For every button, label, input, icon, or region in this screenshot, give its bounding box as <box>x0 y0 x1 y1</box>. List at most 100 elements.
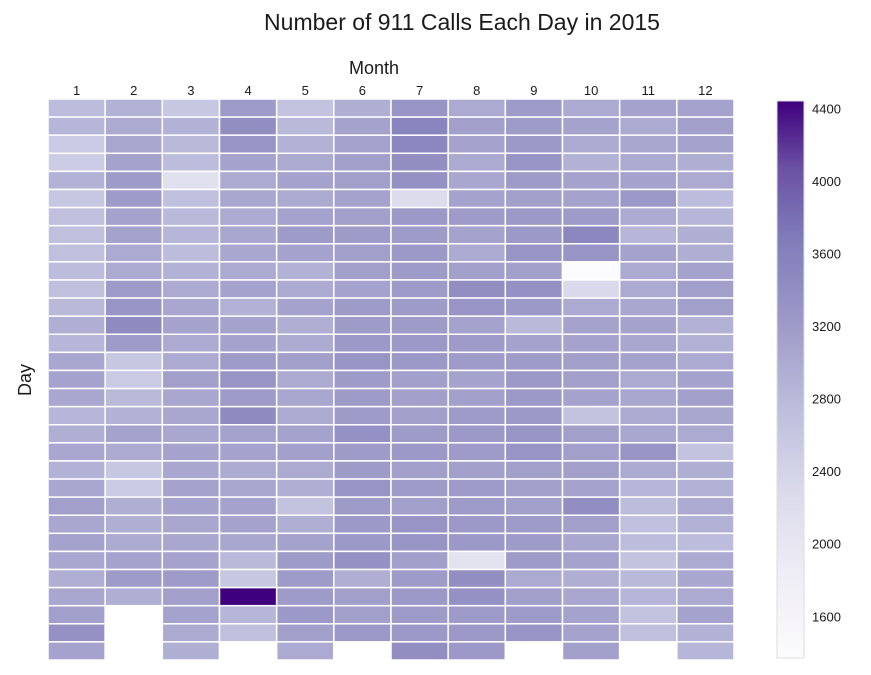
heatmap-cell <box>161 623 221 643</box>
heatmap-cell <box>333 550 392 571</box>
heatmap-cell <box>218 152 278 173</box>
heatmap-cell <box>47 279 106 299</box>
heatmap-cell <box>161 134 221 155</box>
colorbar-tick-label: 2000 <box>812 537 841 552</box>
heatmap-cell <box>561 604 621 625</box>
heatmap-cell <box>275 279 335 299</box>
heatmap-cell <box>161 261 221 281</box>
heatmap-cell <box>275 532 335 553</box>
heatmap-cell <box>275 206 335 227</box>
heatmap-cell <box>104 442 164 462</box>
x-tick-label: 10 <box>584 83 598 98</box>
heatmap-cell <box>676 152 735 173</box>
heatmap-cell <box>47 224 106 245</box>
heatmap-cell <box>218 243 278 263</box>
heatmap-cell <box>161 152 221 173</box>
heatmap-cell <box>504 279 564 299</box>
heatmap-cell <box>447 188 507 209</box>
heatmap-cell <box>218 297 278 317</box>
heatmap-cell <box>618 387 678 408</box>
heatmap-cell <box>504 550 564 571</box>
heatmap-cell <box>618 170 678 191</box>
heatmap-cell <box>104 496 164 516</box>
heatmap-cell <box>275 315 335 336</box>
heatmap-cell <box>161 369 221 390</box>
heatmap-cell <box>618 623 678 643</box>
heatmap-cell <box>104 387 164 408</box>
heatmap-cell <box>218 206 278 227</box>
heatmap-cell <box>47 496 106 516</box>
heatmap-cell <box>618 116 678 136</box>
heatmap-cell <box>161 188 221 209</box>
heatmap-cell <box>561 261 621 281</box>
heatmap-cell <box>218 188 278 209</box>
heatmap-cell <box>218 623 278 643</box>
heatmap-cell <box>504 134 564 155</box>
heatmap-cell <box>504 496 564 516</box>
heatmap-cell <box>218 550 278 571</box>
heatmap-cell <box>676 170 735 191</box>
heatmap-cell <box>104 623 164 643</box>
heatmap-cell <box>561 152 621 173</box>
heatmap-cell <box>47 387 106 408</box>
heatmap-cell <box>618 279 678 299</box>
heatmap-cell <box>333 351 392 372</box>
colorbar-tick-label: 3200 <box>812 319 841 334</box>
heatmap-cell <box>618 496 678 516</box>
heatmap-cell <box>561 279 621 299</box>
heatmap-cell <box>676 261 735 281</box>
heatmap-cell <box>161 206 221 227</box>
heatmap-cell <box>47 98 106 118</box>
heatmap-cell <box>676 478 735 498</box>
heatmap-cell <box>47 188 106 209</box>
heatmap-cell <box>161 279 221 299</box>
heatmap-cell <box>333 496 392 516</box>
heatmap-cell <box>561 405 621 426</box>
heatmap-cell <box>561 170 621 191</box>
heatmap-cell <box>504 315 564 336</box>
heatmap-cell <box>390 623 449 643</box>
heatmap-cell <box>676 206 735 227</box>
heatmap-cell <box>218 478 278 498</box>
heatmap-cell <box>618 532 678 553</box>
heatmap-cell <box>561 442 621 462</box>
heatmap-cell <box>275 116 335 136</box>
heatmap-cell <box>447 405 507 426</box>
heatmap-cell <box>390 188 449 209</box>
colorbar-tick-label: 1600 <box>812 609 841 624</box>
colorbar-tick-labels: 1600 2000 2400 2800 3200 3600 4000 4400 <box>812 101 841 624</box>
heatmap-cell <box>161 333 221 354</box>
heatmap-cell <box>47 586 106 607</box>
colorbar <box>776 100 805 659</box>
heatmap-cell <box>275 460 335 480</box>
heatmap-cell <box>447 586 507 607</box>
heatmap-cell <box>561 134 621 155</box>
heatmap-cell <box>218 116 278 136</box>
heatmap-cell <box>218 423 278 444</box>
heatmap-cell <box>47 152 106 173</box>
heatmap-cell <box>561 351 621 372</box>
heatmap-cell <box>504 224 564 245</box>
heatmap-cell <box>275 586 335 607</box>
heatmap-cell <box>618 152 678 173</box>
heatmap-cell <box>618 423 678 444</box>
heatmap-cell <box>504 261 564 281</box>
heatmap-cell <box>676 333 735 354</box>
heatmap-cell <box>676 641 735 661</box>
heatmap-cell <box>561 333 621 354</box>
heatmap-cell <box>104 188 164 209</box>
heatmap-cell <box>161 98 221 118</box>
x-axis-title: Month <box>349 58 399 78</box>
heatmap-cell <box>676 604 735 625</box>
heatmap-cell <box>390 532 449 553</box>
heatmap-cell <box>676 351 735 372</box>
heatmap-cell <box>104 405 164 426</box>
heatmap-cell <box>104 261 164 281</box>
heatmap-cell <box>218 405 278 426</box>
heatmap-cell <box>47 351 106 372</box>
heatmap-cell <box>676 387 735 408</box>
heatmap-cell <box>447 641 507 661</box>
heatmap-cells <box>47 98 735 661</box>
heatmap-cell <box>447 604 507 625</box>
heatmap-cell <box>47 442 106 462</box>
